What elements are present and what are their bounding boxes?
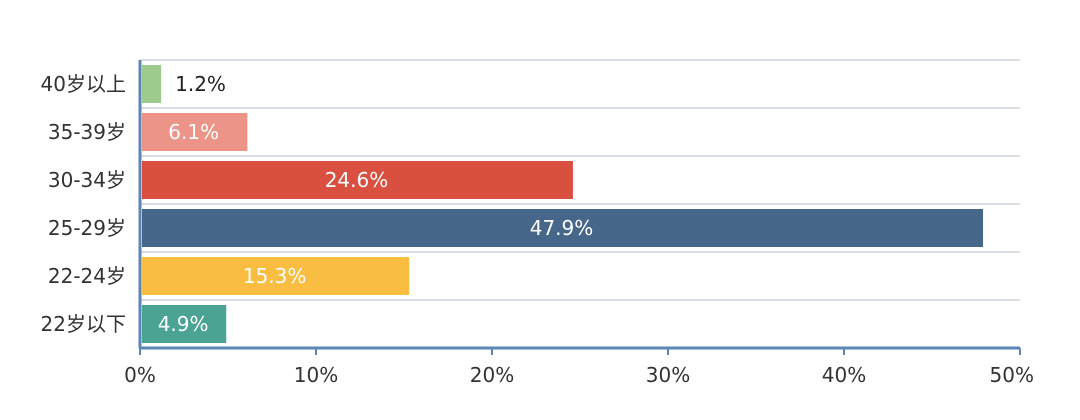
category-label: 22岁以下 (41, 312, 126, 336)
bar-5 (142, 305, 227, 343)
x-tick-label: 40% (822, 363, 866, 387)
x-tick-label: 0% (124, 363, 156, 387)
bar-1 (142, 113, 248, 151)
bar-0 (142, 65, 162, 103)
category-label: 22-24岁 (48, 264, 126, 288)
data-label: 15.3% (243, 264, 307, 288)
category-label: 25-29岁 (48, 216, 126, 240)
bar-2 (142, 161, 573, 199)
x-tick-label: 50% (990, 363, 1034, 387)
grid-layer (140, 59, 1020, 301)
axis-layer (138, 60, 1021, 355)
x-tick-label: 30% (646, 363, 690, 387)
data-labels: 1.2% 6.1% 24.6% 47.9% 15.3% 4.9% (158, 72, 594, 336)
category-label: 35-39岁 (48, 120, 126, 144)
x-tick-label: 10% (294, 363, 338, 387)
data-label: 4.9% (158, 312, 209, 336)
x-tick-labels: 0% 10% 20% 30% 40% 50% (124, 363, 1034, 387)
data-label: 24.6% (325, 168, 389, 192)
data-label: 47.9% (530, 216, 594, 240)
data-label: 1.2% (175, 72, 226, 96)
category-label: 30-34岁 (48, 168, 126, 192)
category-labels: 40岁以上 35-39岁 30-34岁 25-29岁 22-24岁 22岁以下 (41, 72, 126, 336)
bar-4 (142, 257, 410, 295)
category-label: 40岁以上 (41, 72, 126, 96)
data-label: 6.1% (168, 120, 219, 144)
x-tick-label: 20% (470, 363, 514, 387)
bar-3 (142, 209, 984, 247)
bars-layer (142, 65, 984, 343)
